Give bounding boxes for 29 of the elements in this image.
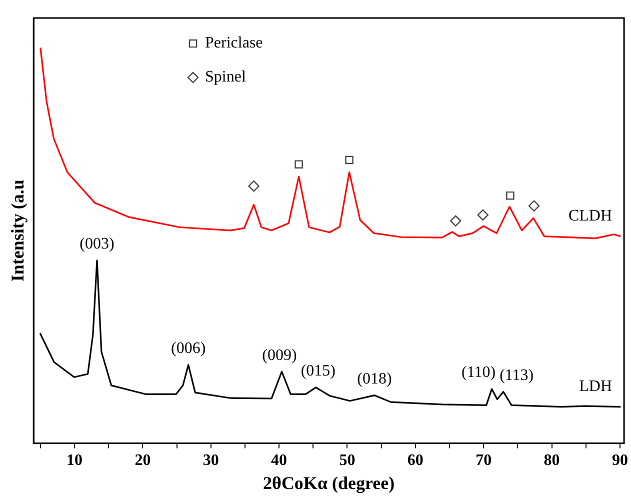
x-tick-label: 30	[202, 452, 219, 469]
x-tick-label: 10	[66, 452, 83, 469]
point	[450, 215, 462, 227]
annotation: (003)	[80, 236, 114, 253]
annotation: (009)	[262, 346, 297, 364]
x-axis-title: 2θCoKα (degree)	[263, 472, 395, 493]
x-tick-label: 70	[476, 452, 492, 469]
y-axis-title: Intensity (a.u	[7, 180, 28, 282]
point	[506, 191, 514, 200]
annotation: (113)	[500, 366, 534, 384]
legend-label: Periclase	[205, 34, 263, 52]
point	[345, 156, 354, 164]
x-tick-label: 20	[134, 452, 151, 469]
x-tick-label: 80	[544, 452, 560, 469]
point	[477, 209, 489, 221]
point	[294, 160, 303, 168]
x-tick-label: 90	[612, 452, 628, 469]
x-tick-label: 60	[407, 452, 424, 469]
series-label: CLDH	[568, 208, 612, 225]
x-tick-label: 50	[339, 452, 356, 469]
annotation: (110)	[462, 364, 496, 382]
annotation: (015)	[300, 362, 336, 380]
annotation: (018)	[357, 370, 392, 388]
series-label: LDH	[579, 378, 612, 396]
point	[248, 180, 260, 192]
legend-label: Spinel	[205, 68, 246, 86]
annotation: (006)	[171, 340, 206, 358]
x-tick-label: 40	[271, 452, 288, 469]
point	[528, 200, 540, 212]
